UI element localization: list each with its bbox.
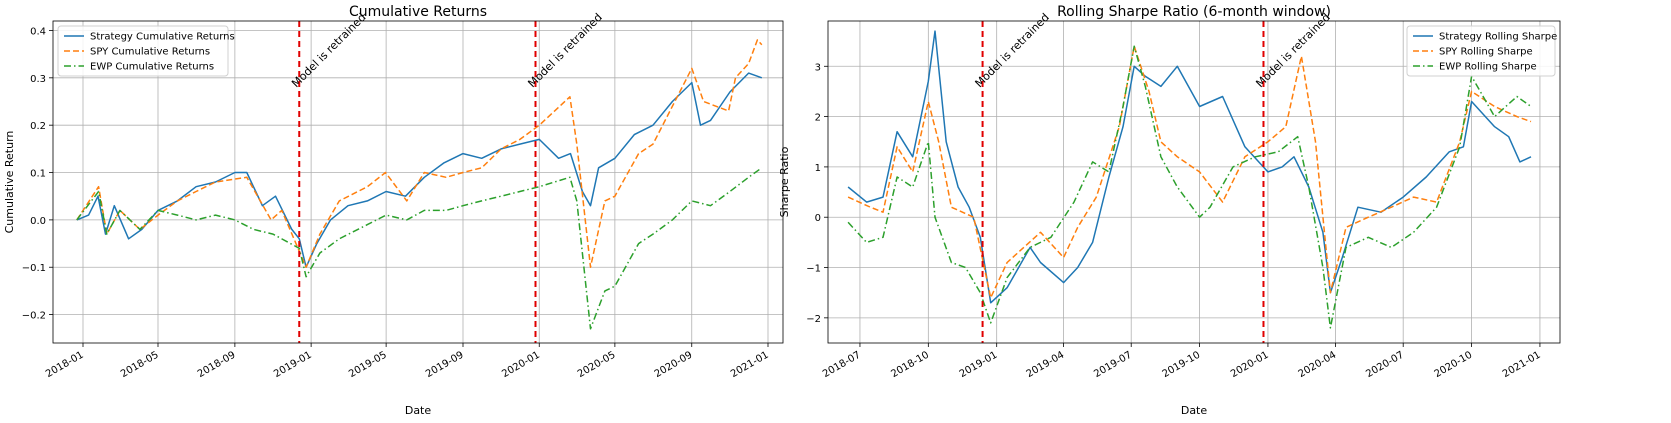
axes	[824, 20, 1561, 347]
y-axis-label: Cumulative Return	[3, 131, 16, 234]
series-lines	[847, 30, 1532, 329]
retrain-lines	[298, 21, 537, 343]
legend-entry: SPY Rolling Sharpe	[1439, 47, 1533, 58]
y-tick-label: 1	[815, 163, 821, 174]
series-lines	[76, 39, 763, 330]
x-tick-label: 2020-01	[500, 350, 542, 380]
x-tick-label: 2018-10	[889, 350, 931, 380]
x-tick-label: 2019-01	[958, 350, 1000, 380]
series-line-strategy-cumulative-returns	[76, 72, 763, 268]
y-tick-label: 0.0	[30, 216, 46, 227]
x-tick-label: 2019-09	[424, 350, 466, 380]
x-tick-label: 2018-09	[196, 350, 238, 380]
y-tick-label: 3	[815, 62, 821, 73]
x-tick-label: 2020-07	[1364, 350, 1406, 380]
y-tick-label: 0.2	[30, 121, 46, 132]
y-tick-label: −0.1	[22, 263, 46, 274]
x-axis-label: Date	[405, 404, 432, 417]
x-tick-label: 2019-07	[1092, 350, 1134, 380]
y-tick-label: 0.1	[30, 169, 46, 180]
legend: Strategy Cumulative Returns SPY Cumulativ…	[57, 25, 235, 77]
tick-labels: −2 −1 0 1 2 3 2018-07 2018-10 2019-01 2019-04 2019…	[806, 62, 1542, 380]
axes-frame	[827, 20, 1561, 344]
x-tick-label: 2018-01	[44, 350, 86, 380]
y-tick-label: 0.3	[30, 74, 46, 85]
legend: Strategy Rolling Sharpe SPY Rolling Sharp…	[1406, 25, 1557, 77]
legend-box	[1406, 25, 1556, 77]
grid-lines	[53, 21, 783, 343]
grid-lines	[828, 21, 1560, 343]
series-line-ewp-rolling-sharpe	[847, 45, 1532, 329]
x-tick-label: 2020-09	[653, 350, 695, 380]
x-tick-label: 2019-05	[347, 350, 389, 380]
legend-entry: Strategy Rolling Sharpe	[1439, 32, 1557, 43]
retrain-annotation: Model is retrained	[973, 11, 1052, 90]
series-line-spy-rolling-sharpe	[847, 45, 1532, 299]
rolling-sharpe-chart: Model is retrained Model is retrained −2−…	[778, 4, 1561, 417]
x-tick-label: 2020-10	[1433, 350, 1475, 380]
annotations: Model is retrained Model is retrained	[973, 11, 1333, 90]
legend-entry: Strategy Cumulative Returns	[90, 32, 235, 43]
x-tick-label: 2018-07	[821, 350, 863, 380]
series-line-spy-cumulative-returns	[76, 39, 763, 268]
legend-entry: SPY Cumulative Returns	[90, 47, 210, 58]
y-axis-label: Sharpe Ratio	[778, 146, 791, 217]
x-tick-label: 2019-10	[1161, 350, 1203, 380]
axes-frame	[52, 20, 784, 344]
retrain-lines	[981, 21, 1265, 343]
legend-box	[57, 25, 229, 77]
y-tick-label: 2	[815, 113, 821, 124]
x-tick-label: 2021-01	[1501, 350, 1543, 380]
x-tick-label: 2020-01	[1229, 350, 1271, 380]
y-tick-label: −0.2	[22, 311, 46, 322]
x-tick-label: 2018-05	[119, 350, 161, 380]
x-tick-label: 2019-01	[272, 350, 314, 380]
axes	[49, 20, 784, 347]
y-tick-label: 0	[815, 213, 821, 224]
retrain-annotation: Model is retrained	[1253, 11, 1332, 90]
x-tick-label: 2019-04	[1025, 350, 1067, 380]
series-line-strategy-rolling-sharpe	[847, 30, 1532, 304]
chart-title: Cumulative Returns	[349, 4, 487, 20]
x-tick-label: 2020-05	[576, 350, 618, 380]
cumulative-returns-chart: Model is retrained Model is retrained −0.…	[3, 4, 784, 417]
chart-title: Rolling Sharpe Ratio (6-month window)	[1057, 4, 1331, 20]
tick-labels: −0.2 −0.1 0.0 0.1 0.2 0.3 0.4 2018-01 2018-05 201…	[22, 26, 771, 380]
y-tick-label: −2	[806, 314, 821, 325]
legend-entry: EWP Cumulative Returns	[90, 62, 214, 73]
y-tick-label: −1	[806, 264, 821, 275]
x-tick-label: 2021-01	[729, 350, 771, 380]
y-tick-label: 0.4	[30, 26, 46, 37]
x-axis-label: Date	[1181, 404, 1208, 417]
legend-entry: EWP Rolling Sharpe	[1439, 62, 1537, 73]
series-line-ewp-cumulative-returns	[76, 167, 763, 330]
x-tick-label: 2020-04	[1297, 350, 1339, 380]
